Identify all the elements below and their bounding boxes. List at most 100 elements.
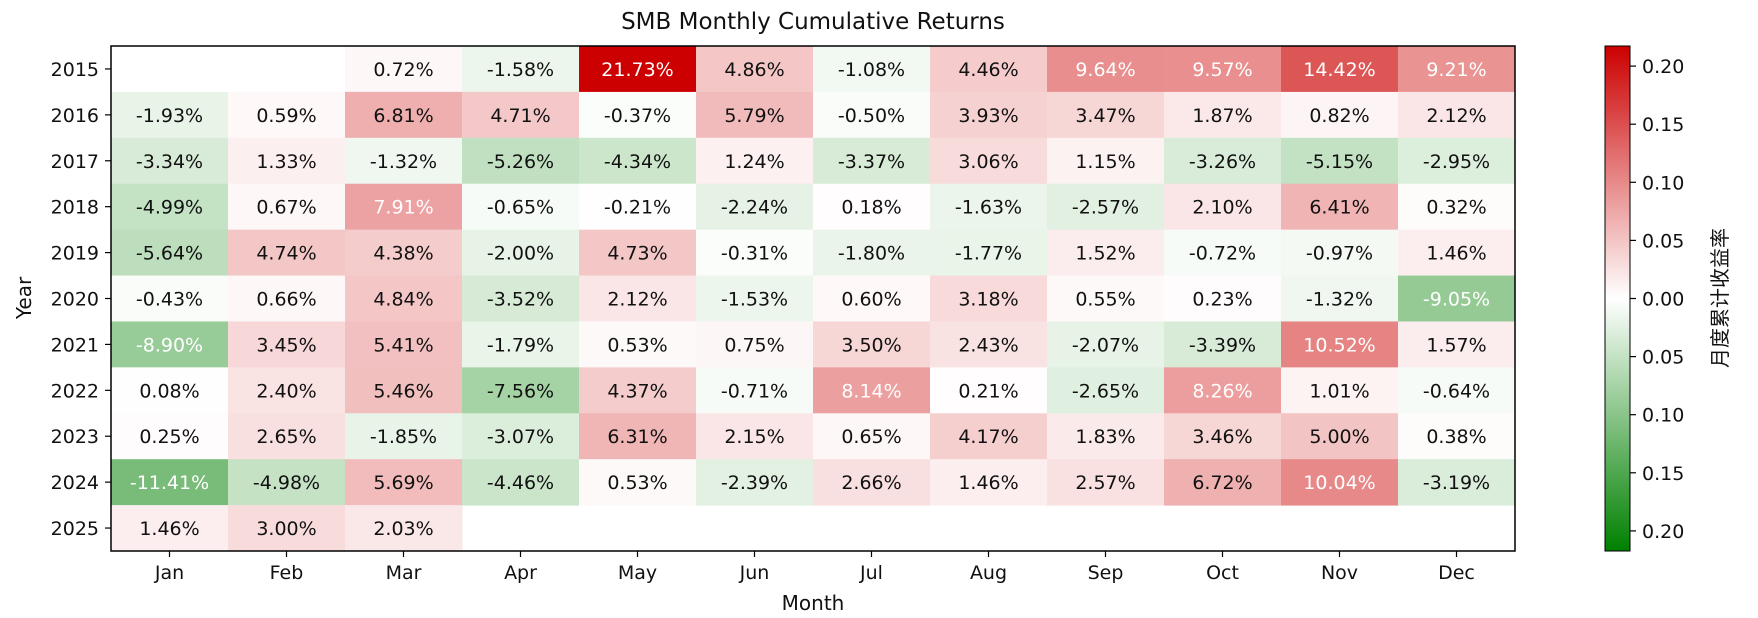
heatmap-cell	[1047, 413, 1165, 460]
colorbar-tick-label: 0.20	[1642, 56, 1684, 78]
heatmap-cell	[813, 459, 931, 506]
heatmap-cell	[930, 183, 1048, 231]
x-tick-label: Sep	[1088, 562, 1124, 584]
heatmap-cell	[579, 275, 697, 322]
colorbar	[1604, 45, 1631, 552]
heatmap-cell	[813, 367, 931, 414]
cell-value-label: 5.69%	[373, 472, 433, 494]
heatmap-cell	[930, 137, 1048, 185]
cell-value-label: -1.32%	[1306, 289, 1373, 311]
heatmap-cell	[111, 459, 229, 506]
heatmap-cell	[813, 183, 931, 231]
colorbar-ticks: 0.20 0.15 0.10 0.05 0.00 0.05 0.10 0.15 0.20	[1630, 56, 1684, 543]
heatmap-cell	[1398, 275, 1516, 322]
cell-value-label: 0.65%	[841, 426, 901, 448]
heatmap-cell	[813, 46, 931, 93]
cell-value-label: -7.56%	[487, 380, 554, 402]
y-tick-label: 2016	[51, 105, 99, 127]
cell-value-label: -2.39%	[721, 472, 788, 494]
heatmap-cell	[579, 229, 697, 277]
heatmap-cell	[1398, 46, 1516, 93]
cell-value-label: 3.93%	[958, 105, 1018, 127]
cell-value-label: 5.79%	[724, 105, 784, 127]
cell-value-label: 9.57%	[1192, 59, 1252, 81]
x-tick-label: Apr	[504, 562, 537, 584]
heatmap-cell	[462, 321, 580, 368]
heatmap-cell	[1398, 321, 1516, 368]
heatmap-cell	[462, 183, 580, 231]
x-tick-label: Oct	[1206, 562, 1239, 584]
heatmap-cell	[462, 275, 580, 322]
colorbar-tick-label: 0.10	[1642, 172, 1684, 194]
x-tick-label: Jan	[154, 562, 184, 584]
cell-value-label: -0.97%	[1306, 243, 1373, 265]
cell-value-label: 14.42%	[1303, 59, 1375, 81]
cell-value-label: 1.33%	[256, 151, 316, 173]
cell-value-label: -9.05%	[1423, 289, 1490, 311]
heatmap-cell	[696, 183, 814, 231]
heatmap-cell	[1047, 91, 1165, 139]
x-tick-label: Mar	[386, 562, 422, 584]
cell-value-label: 0.66%	[256, 289, 316, 311]
cell-value-label: 0.23%	[1192, 289, 1252, 311]
heatmap-cell	[462, 413, 580, 460]
cell-value-label: 1.83%	[1075, 426, 1135, 448]
cell-value-label: -1.63%	[955, 197, 1022, 219]
cell-value-label: 1.87%	[1192, 105, 1252, 127]
heatmap-cell	[930, 91, 1048, 139]
cell-value-label: 5.00%	[1309, 426, 1369, 448]
heatmap-cell	[462, 46, 580, 93]
heatmap-cell	[345, 137, 463, 185]
colorbar-label: 月度累计收益率	[1708, 228, 1732, 368]
heatmap-cell	[1164, 46, 1282, 93]
x-tick-label: Nov	[1321, 562, 1358, 584]
heatmap-cell	[345, 91, 463, 139]
cell-value-label: -5.26%	[487, 151, 554, 173]
y-tick-label: 2025	[51, 518, 99, 540]
cell-value-label: -4.98%	[253, 472, 320, 494]
heatmap-cell	[1398, 183, 1516, 231]
heatmap-cell	[228, 459, 346, 506]
cell-value-label: 1.57%	[1426, 334, 1486, 356]
heatmap-cell	[1281, 275, 1399, 322]
cell-value-label: -0.64%	[1423, 380, 1490, 402]
heatmap-cell	[696, 137, 814, 185]
heatmap-cell	[696, 367, 814, 414]
cell-value-label: 6.81%	[373, 105, 433, 127]
heatmap-cell	[696, 229, 814, 277]
heatmap-cell	[345, 505, 463, 552]
heatmap-cell	[1398, 367, 1516, 414]
cell-value-label: 4.84%	[373, 289, 433, 311]
heatmap-cell	[813, 275, 931, 322]
heatmap-cell	[462, 459, 580, 506]
cell-value-label: 6.72%	[1192, 472, 1252, 494]
heatmap-cell	[1047, 137, 1165, 185]
heatmap-cell	[1164, 413, 1282, 460]
cell-value-label: 1.24%	[724, 151, 784, 173]
heatmap-cell	[930, 367, 1048, 414]
x-tick-label: Jun	[739, 562, 770, 584]
cell-value-label: 1.01%	[1309, 380, 1369, 402]
heatmap-cell	[1164, 183, 1282, 231]
cell-value-label: -1.53%	[721, 289, 788, 311]
heatmap-cell	[930, 413, 1048, 460]
cell-value-label: 2.15%	[724, 426, 784, 448]
heatmap-cell	[462, 229, 580, 277]
cell-value-label: 0.60%	[841, 289, 901, 311]
heatmap-cell	[813, 229, 931, 277]
y-tick-label: 2024	[51, 472, 99, 494]
heatmap-cell	[1047, 275, 1165, 322]
heatmap-cell	[345, 275, 463, 322]
heatmap-cell	[1164, 459, 1282, 506]
heatmap-cell	[228, 413, 346, 460]
heatmap-cell	[813, 91, 931, 139]
cell-value-label: 0.18%	[841, 197, 901, 219]
heatmap-cell	[1047, 229, 1165, 277]
heatmap-cell	[345, 413, 463, 460]
cell-value-label: -4.46%	[487, 472, 554, 494]
cell-value-label: 0.53%	[607, 472, 667, 494]
colorbar-tick-label: 0.10	[1642, 405, 1684, 427]
heatmap-cell	[345, 367, 463, 414]
heatmap-cell	[228, 91, 346, 139]
cell-value-label: -1.77%	[955, 243, 1022, 265]
